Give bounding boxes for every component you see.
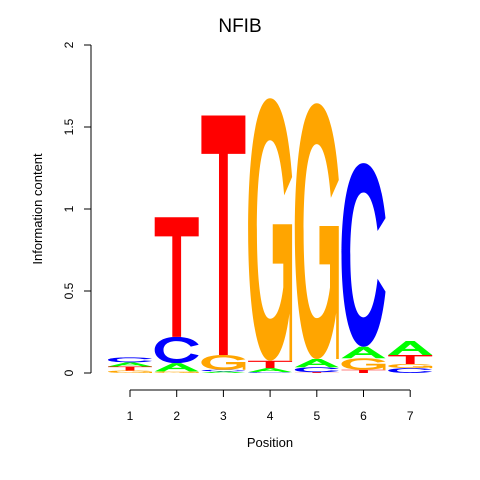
logo-letter-c (201, 369, 246, 372)
x-axis-label: Position (247, 435, 293, 450)
x-tick-label: 6 (360, 409, 367, 423)
x-tick-label: 1 (127, 409, 134, 423)
logo-letter-a (108, 362, 152, 367)
logo-letter-c (341, 163, 386, 347)
logo-letter-c (108, 357, 152, 363)
logo-letter-t (201, 115, 246, 355)
logo-letter-g (341, 358, 386, 370)
logo-letter-a (201, 371, 246, 373)
logo-letter-t (388, 354, 433, 364)
letter-stacks (108, 98, 433, 373)
x-tick-label: 4 (267, 409, 274, 423)
logo-letter-a (388, 341, 433, 355)
logo-letter-t (154, 217, 199, 337)
logo-letter-c (154, 336, 199, 364)
logo-letter-g (108, 370, 152, 373)
logo-letter-g (248, 98, 293, 361)
y-tick-label: 1 (62, 205, 76, 212)
y-axis: 0 0.5 1 1.5 2 (62, 41, 92, 376)
x-tick-label: 7 (407, 409, 414, 423)
x-axis: 1 2 3 4 5 6 7 (127, 389, 414, 423)
logo-letter-t (248, 360, 293, 369)
logo-letter-c (294, 367, 339, 373)
logo-letter-t (294, 372, 339, 373)
y-tick-label: 0.5 (62, 282, 76, 299)
logo-letter-c (388, 368, 433, 373)
y-tick-label: 1.5 (62, 118, 76, 135)
x-tick-label: 5 (313, 409, 320, 423)
x-tick-label: 3 (220, 409, 227, 423)
logo-letter-g (154, 371, 199, 373)
logo-letter-g (294, 103, 339, 360)
chart-title: NFIB (218, 16, 261, 37)
y-tick-label: 2 (62, 41, 76, 48)
x-tick-label: 2 (173, 409, 180, 423)
logo-letter-t (108, 366, 152, 371)
logo-letter-a (294, 359, 339, 368)
logo-letter-a (154, 363, 199, 372)
logo-letter-g (201, 354, 246, 370)
logo-letter-a (341, 346, 386, 359)
logo-letter-g (388, 363, 433, 369)
y-tick-label: 0 (62, 369, 76, 376)
logo-letter-t (341, 369, 386, 373)
logo-letter-c (248, 372, 293, 373)
logo-letter-a (248, 368, 293, 373)
y-axis-label: Information content (30, 153, 45, 265)
